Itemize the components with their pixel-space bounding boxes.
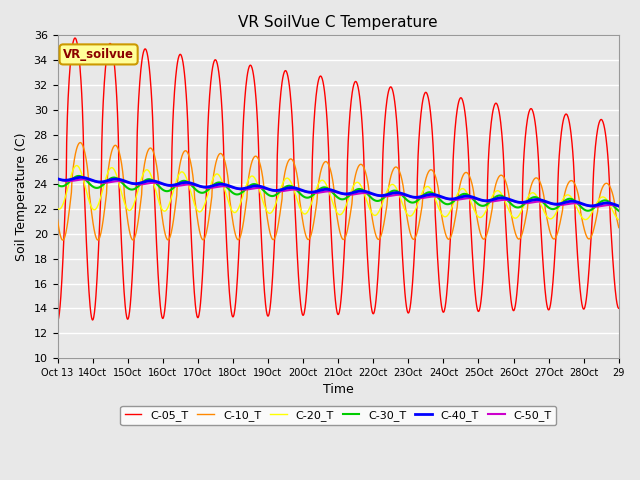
- C-40_T: [608, 201, 616, 206]
- C-50_T: [615, 204, 623, 209]
- C-50_T: [591, 204, 599, 210]
- C-30_T: [553, 205, 561, 211]
- C-05_T: [553, 216, 561, 221]
- C-05_T: [142, 46, 150, 52]
- Text: VR_soilvue: VR_soilvue: [63, 48, 134, 61]
- C-10_T: [324, 161, 332, 167]
- C-05_T: [324, 129, 332, 135]
- C-10_T: [54, 217, 61, 223]
- C-20_T: [142, 168, 150, 173]
- C-40_T: [314, 188, 321, 194]
- C-50_T: [324, 189, 332, 194]
- C-50_T: [470, 196, 478, 202]
- C-05_T: [54, 318, 61, 324]
- Line: C-30_T: C-30_T: [58, 176, 619, 211]
- C-05_T: [314, 84, 321, 90]
- Line: C-10_T: C-10_T: [58, 143, 619, 240]
- C-30_T: [75, 173, 83, 179]
- C-10_T: [609, 190, 616, 195]
- C-30_T: [608, 201, 616, 207]
- C-20_T: [553, 208, 561, 214]
- C-20_T: [314, 184, 321, 190]
- Line: C-05_T: C-05_T: [58, 38, 619, 321]
- C-50_T: [54, 176, 61, 182]
- C-10_T: [615, 225, 623, 230]
- C-05_T: [615, 305, 623, 311]
- Title: VR SoilVue C Temperature: VR SoilVue C Temperature: [238, 15, 438, 30]
- C-30_T: [324, 185, 332, 191]
- Legend: C-05_T, C-10_T, C-20_T, C-30_T, C-40_T, C-50_T: C-05_T, C-10_T, C-20_T, C-30_T, C-40_T, …: [120, 406, 556, 425]
- C-30_T: [314, 188, 321, 194]
- C-40_T: [324, 186, 332, 192]
- C-40_T: [77, 174, 84, 180]
- C-10_T: [314, 190, 321, 195]
- Line: C-20_T: C-20_T: [58, 166, 619, 220]
- Y-axis label: Soil Temperature (C): Soil Temperature (C): [15, 132, 28, 261]
- X-axis label: Time: Time: [323, 383, 353, 396]
- C-20_T: [615, 217, 623, 223]
- C-50_T: [553, 202, 561, 208]
- Line: C-40_T: C-40_T: [58, 177, 619, 206]
- C-05_T: [608, 242, 616, 248]
- C-40_T: [553, 201, 561, 207]
- C-30_T: [615, 208, 623, 214]
- C-50_T: [141, 181, 149, 187]
- C-05_T: [71, 35, 79, 41]
- C-10_T: [471, 204, 479, 210]
- C-20_T: [73, 163, 81, 168]
- C-05_T: [471, 286, 479, 291]
- C-20_T: [471, 208, 479, 214]
- C-10_T: [142, 154, 150, 159]
- C-40_T: [142, 179, 150, 184]
- C-10_T: [59, 237, 67, 243]
- C-30_T: [54, 182, 61, 188]
- C-10_T: [76, 140, 84, 145]
- C-20_T: [324, 185, 332, 191]
- C-10_T: [554, 230, 561, 236]
- C-40_T: [54, 176, 61, 181]
- C-40_T: [615, 203, 623, 209]
- C-20_T: [54, 205, 61, 211]
- C-30_T: [142, 177, 150, 183]
- C-20_T: [608, 206, 616, 212]
- Line: C-50_T: C-50_T: [58, 179, 619, 207]
- C-30_T: [471, 198, 479, 204]
- C-40_T: [471, 195, 479, 201]
- C-50_T: [608, 202, 616, 208]
- C-50_T: [313, 190, 321, 196]
